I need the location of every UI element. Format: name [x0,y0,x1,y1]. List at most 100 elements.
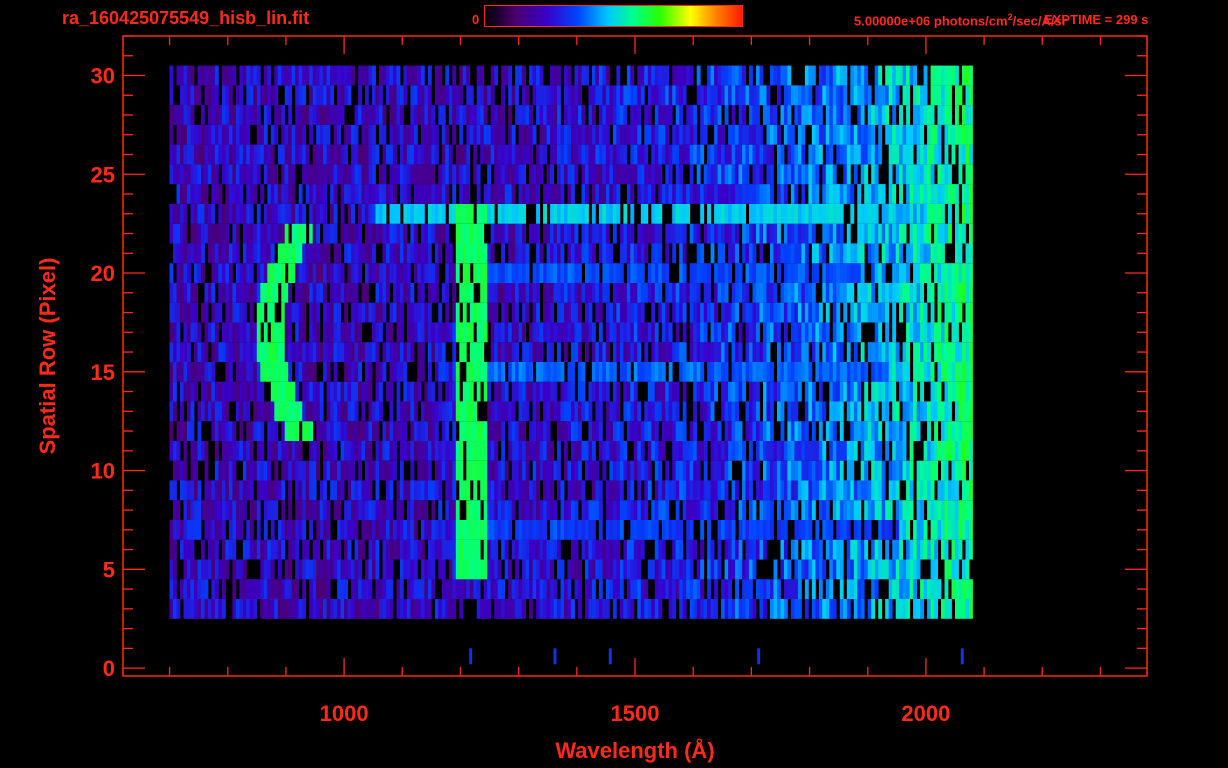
heatmap-cell [738,164,743,185]
heatmap-cell [550,124,554,145]
heatmap-cell [323,302,327,323]
heatmap-cell [619,322,624,343]
heatmap-cell [717,263,722,283]
heatmap-cell [934,263,938,283]
heatmap-cell [969,282,973,303]
heatmap-cell [888,184,893,204]
heatmap-cell [274,85,279,106]
heatmap-cell [424,184,429,204]
heatmap-cell [878,460,883,481]
heatmap-cell [756,520,760,540]
heatmap-cell [567,322,572,343]
heatmap-cell [951,480,956,501]
heatmap-cell [476,223,481,244]
heatmap-cell [818,500,823,520]
heatmap-cell [337,559,341,580]
heatmap-cell [344,559,348,580]
heatmap-cell [742,381,746,402]
heatmap-cell [825,164,830,185]
heatmap-cell [892,579,897,599]
heatmap-cell [557,559,561,580]
heatmap-cell [588,539,593,560]
heatmap-cell [717,184,722,204]
heatmap-cell [190,105,195,125]
heatmap-cell [406,381,411,402]
heatmap-cell [605,223,610,244]
heatmap-cell [403,440,408,461]
heatmap-cell [218,184,223,204]
heatmap-cell [696,460,701,481]
heatmap-cell [609,579,614,599]
heatmap-cell [403,223,408,244]
heatmap-cell [902,460,907,481]
heatmap-cell [867,500,872,520]
heatmap-cell [333,124,338,145]
heatmap-cell [588,579,593,599]
heatmap-cell [777,599,781,619]
heatmap-cell [881,559,886,580]
heatmap-cell [476,381,481,402]
heatmap-cell [221,203,226,224]
heatmap-cell [228,124,233,145]
heatmap-cell [724,144,729,165]
heatmap-cell [207,282,212,303]
heatmap-cell [448,361,453,382]
heatmap-cell [410,124,415,145]
heatmap-cell [431,184,436,204]
heatmap-cell [543,144,547,165]
heatmap-cell [480,559,485,580]
heatmap-cell [281,381,286,402]
heatmap-cell [962,263,966,283]
heatmap-cell [665,381,670,402]
heatmap-cell [344,421,348,441]
heatmap-cell [644,500,649,520]
heatmap-cell [550,203,554,224]
heatmap-cell [686,579,691,599]
heatmap-cell [263,243,268,264]
heatmap-cell [291,184,296,204]
heatmap-cell [633,559,638,580]
heatmap-cell [424,105,429,125]
heatmap-cell [249,302,254,323]
heatmap-cell [969,184,973,204]
heatmap-cell [888,361,893,382]
heatmap-cell [473,500,478,520]
heatmap-cell [434,184,439,204]
heatmap-cell [591,381,596,402]
heatmap-cell [187,144,191,165]
heatmap-cell [623,144,628,165]
heatmap-cell [591,223,596,244]
heatmap-cell [759,263,764,283]
heatmap-cell [717,243,722,264]
heatmap-cell [836,124,841,145]
heatmap-cell [675,460,680,481]
heatmap-cell [434,460,439,481]
heatmap-cell [822,500,827,520]
heatmap-cell [295,282,300,303]
heatmap-cell [508,124,513,145]
heatmap-cell [763,381,767,402]
heatmap-cell [270,282,275,303]
heatmap-cell [190,460,195,481]
heatmap-cell [438,539,443,560]
heatmap-cell [602,105,607,125]
heatmap-cell [232,460,237,481]
heatmap-cell [347,500,352,520]
heatmap-cell [626,539,631,560]
heatmap-cell [466,203,471,224]
heatmap-cell [958,520,963,540]
heatmap-cell [944,559,949,580]
heatmap-cell [864,164,869,185]
heatmap-cell [969,440,973,461]
heatmap-cell [490,460,495,481]
heatmap-cell [843,480,848,501]
heatmap-cell [508,263,513,283]
heatmap-cell [525,480,530,501]
heatmap-cell [480,124,485,145]
heatmap-cell [413,164,418,185]
heatmap-cell [176,124,181,145]
heatmap-cell [578,105,582,125]
heatmap-cell [710,164,715,185]
heatmap-cell [190,124,195,145]
heatmap-cell [595,500,600,520]
